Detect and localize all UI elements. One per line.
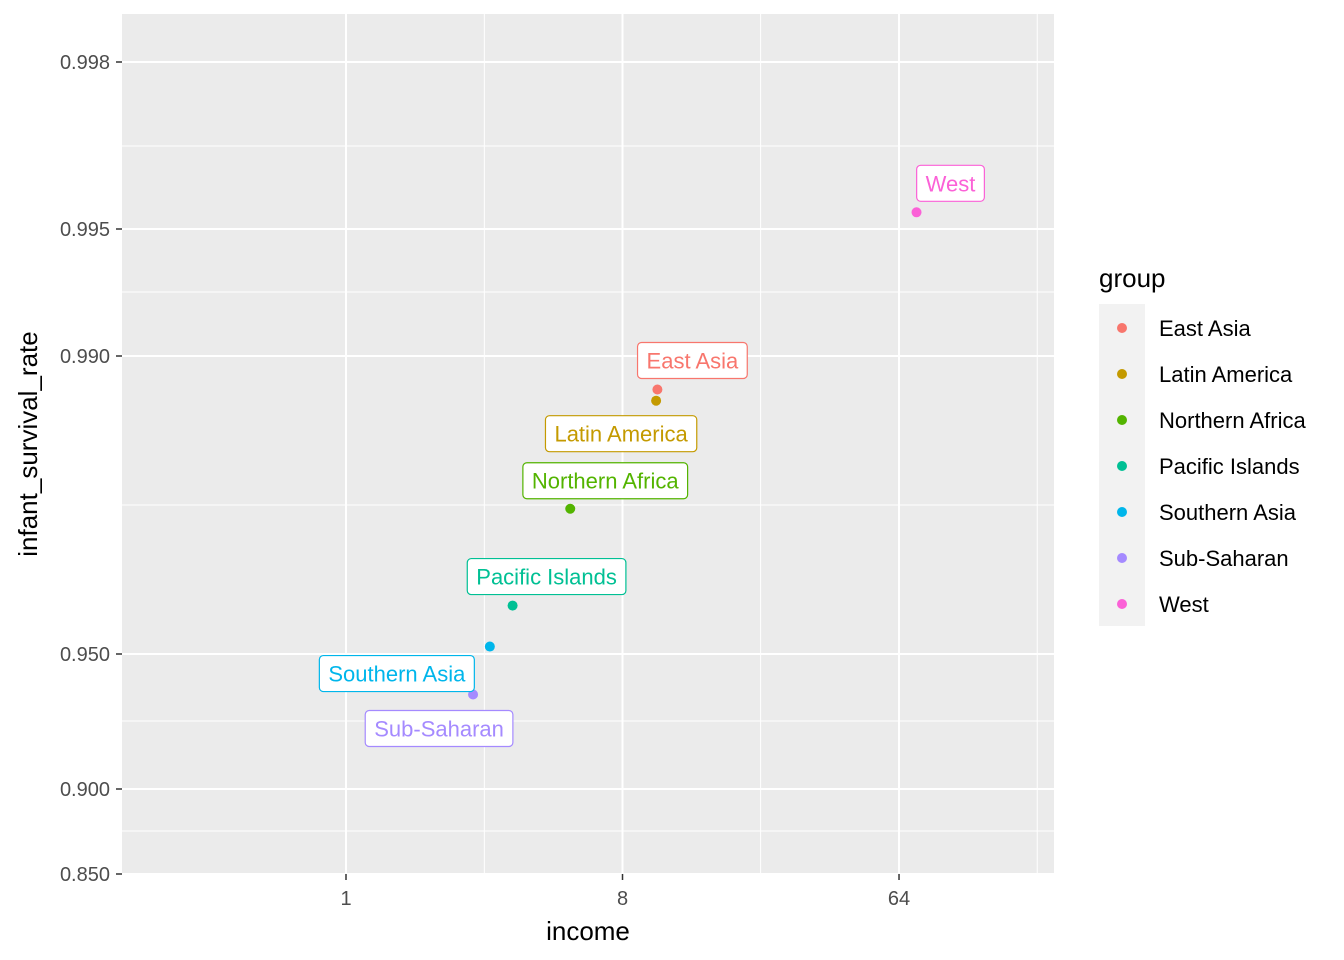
legend-key-sub-saharan bbox=[1117, 553, 1127, 563]
legend-key-latin-america bbox=[1117, 369, 1127, 379]
legend-label: East Asia bbox=[1159, 316, 1251, 341]
y-axis: 0.850 0.900 0.950 0.990 0.995 0.998 bbox=[60, 52, 122, 886]
legend: East Asia Latin America Northern Africa Pac… bbox=[1117, 316, 1306, 617]
label-text: Latin America bbox=[554, 422, 688, 447]
label-text: Sub-Saharan bbox=[374, 717, 504, 742]
x-tick-label: 8 bbox=[617, 888, 628, 910]
point-northern-africa bbox=[565, 503, 576, 514]
legend-title: group bbox=[1099, 263, 1166, 293]
y-axis-title: infant_survival_rate bbox=[13, 331, 43, 556]
legend-label: Latin America bbox=[1159, 362, 1293, 387]
label-west: West bbox=[916, 164, 985, 202]
y-tick-label: 0.995 bbox=[60, 219, 110, 241]
legend-label: West bbox=[1159, 592, 1209, 617]
label-text: West bbox=[926, 171, 976, 196]
label-box bbox=[522, 462, 689, 500]
point-west bbox=[911, 207, 922, 218]
label-latin-america: Latin America bbox=[544, 415, 698, 453]
label-box bbox=[466, 557, 627, 596]
legend-key-southern-asia bbox=[1117, 507, 1127, 517]
label-box bbox=[916, 164, 985, 202]
point-labels: East Asia Latin America Northern Africa Pac… bbox=[318, 164, 985, 748]
point-latin-america bbox=[651, 395, 662, 406]
point-east-asia bbox=[652, 384, 663, 395]
label-box bbox=[544, 415, 698, 453]
y-tick-label: 0.850 bbox=[60, 864, 110, 886]
x-tick-label: 1 bbox=[340, 888, 351, 910]
major-grid bbox=[122, 14, 1054, 875]
label-text: Pacific Islands bbox=[476, 565, 617, 590]
point-southern-asia bbox=[484, 641, 495, 652]
legend-key-west bbox=[1117, 599, 1127, 609]
label-pacific-islands: Pacific Islands bbox=[466, 557, 627, 596]
legend-label: Pacific Islands bbox=[1159, 454, 1300, 479]
x-axis: 1 8 64 bbox=[340, 874, 910, 910]
label-sub-saharan: Sub-Saharan bbox=[364, 709, 514, 748]
label-east-asia: East Asia bbox=[636, 341, 748, 380]
label-box bbox=[636, 341, 748, 380]
legend-label: Northern Africa bbox=[1159, 408, 1306, 433]
label-box bbox=[364, 709, 514, 748]
legend-key-northern-africa bbox=[1117, 415, 1127, 425]
y-tick-label: 0.990 bbox=[60, 346, 110, 368]
point-pacific-islands bbox=[507, 600, 518, 611]
label-text: Southern Asia bbox=[328, 662, 466, 687]
legend-label: Sub-Saharan bbox=[1159, 546, 1289, 571]
x-axis-title: income bbox=[546, 916, 630, 946]
y-tick-label: 0.998 bbox=[60, 52, 110, 74]
label-text: East Asia bbox=[647, 349, 739, 374]
label-text: Northern Africa bbox=[532, 469, 679, 494]
y-tick-label: 0.950 bbox=[60, 644, 110, 666]
label-northern-africa: Northern Africa bbox=[522, 462, 689, 500]
y-tick-label: 0.900 bbox=[60, 779, 110, 801]
label-southern-asia: Southern Asia bbox=[318, 654, 475, 693]
label-box bbox=[318, 654, 475, 693]
legend-label: Southern Asia bbox=[1159, 500, 1297, 525]
x-tick-label: 64 bbox=[888, 888, 910, 910]
minor-grid bbox=[122, 14, 1054, 874]
legend-key-pacific-islands bbox=[1117, 461, 1127, 471]
legend-key-east-asia bbox=[1117, 323, 1127, 333]
